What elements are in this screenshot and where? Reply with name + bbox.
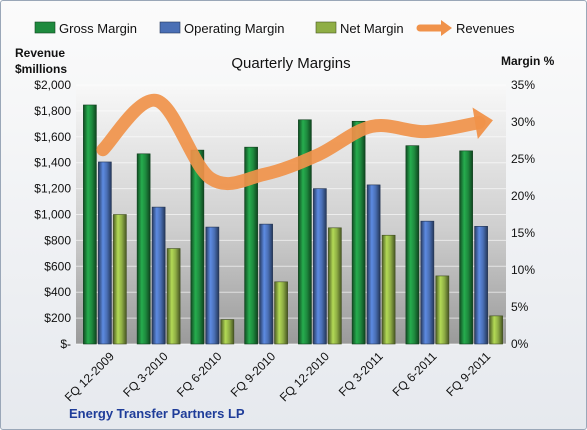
bar-gross-margin [459, 150, 473, 345]
left-tick-label: $800 [44, 233, 71, 247]
left-axis-tick-labels: $- $200 $400 $600 $800 $1,000 $1,200 $1,400 $1,6… [34, 78, 71, 351]
bar-net-margin [489, 315, 503, 345]
bar-net-margin [435, 275, 450, 345]
left-tick-label: $400 [44, 285, 71, 299]
right-axis-title: Margin % [501, 54, 555, 68]
legend-label: Revenues [456, 21, 515, 36]
bar-operating-margin [151, 206, 166, 345]
left-tick-label: $1,200 [34, 182, 71, 196]
right-tick-label: 5% [511, 300, 529, 314]
x-tick-label: FQ 9-2011 [443, 349, 493, 399]
company-footer: Energy Transfer Partners LP [69, 406, 245, 421]
bar-net-margin [274, 281, 288, 345]
left-tick-label: $200 [44, 311, 71, 325]
x-tick-label: FQ 12-2010 [277, 349, 332, 404]
left-axis-title-line1: Revenue [15, 46, 65, 60]
bar-gross-margin [83, 104, 97, 345]
x-tick-label: FQ 3-2011 [336, 349, 386, 399]
x-tick-label: FQ 12-2009 [62, 349, 117, 404]
right-tick-label: 30% [511, 115, 535, 129]
left-axis-title-line2: $millions [15, 62, 67, 76]
x-tick-label: FQ 6-2010 [174, 349, 225, 400]
bar-operating-margin [366, 184, 381, 345]
bar-gross-margin [298, 119, 312, 345]
bar-net-margin [220, 319, 235, 345]
right-tick-label: 20% [511, 189, 535, 203]
left-tick-label: $600 [44, 259, 71, 273]
bar-gross-margin [136, 153, 151, 345]
legend-swatch-gross-margin [34, 21, 56, 34]
bar-net-margin [381, 234, 396, 345]
bar-operating-margin [98, 161, 112, 345]
bar-operating-margin [313, 188, 327, 345]
x-axis-tick-labels: FQ 12-2009 FQ 3-2010 FQ 6-2010 FQ 9-2010FQ … [62, 349, 494, 404]
bar-operating-margin [205, 226, 220, 345]
left-tick-label: $2,000 [34, 78, 71, 92]
bar-operating-margin [420, 220, 435, 345]
legend-label: Operating Margin [184, 21, 284, 36]
bar-gross-margin [244, 146, 258, 345]
legend-label: Net Margin [340, 21, 404, 36]
x-tick-label: FQ 6-2011 [390, 349, 440, 399]
legend-swatch-operating-margin [159, 21, 181, 34]
right-axis-tick-labels: 0% 5% 10% 15% 20% 25% 30% 35% [511, 78, 535, 351]
bar-gross-margin [405, 145, 420, 345]
revenue-line [96, 94, 493, 190]
left-tick-label: $1,600 [34, 130, 71, 144]
bar-gross-margin [351, 120, 366, 345]
left-tick-label: $1,000 [34, 208, 71, 222]
bar-operating-margin [259, 223, 273, 345]
left-tick-label: $- [60, 337, 71, 351]
right-tick-label: 15% [511, 226, 535, 240]
legend-arrow-icon [441, 20, 452, 36]
bar-net-margin [166, 248, 181, 345]
bar-operating-margin [474, 226, 488, 345]
x-tick-label: FQ 3-2010 [120, 349, 171, 400]
left-tick-label: $1,400 [34, 156, 71, 170]
right-tick-label: 35% [511, 78, 535, 92]
legend-swatch-net-margin [315, 21, 337, 34]
legend-label: Gross Margin [59, 21, 137, 36]
bar-net-margin [328, 227, 342, 345]
right-tick-label: 0% [511, 337, 529, 351]
chart-title: Quarterly Margins [231, 55, 350, 72]
bar-net-margin [113, 214, 127, 345]
revenue-line-path [96, 94, 486, 190]
right-tick-label: 10% [511, 263, 535, 277]
revenue-line-arrowhead [472, 107, 493, 139]
left-tick-label: $1,800 [34, 104, 71, 118]
right-tick-label: 25% [511, 152, 535, 166]
bar-marks [83, 104, 503, 345]
x-tick-label: FQ 9-2010 [228, 349, 279, 400]
legend: Gross Margin Operating Margin Net Margin Re… [34, 20, 515, 36]
